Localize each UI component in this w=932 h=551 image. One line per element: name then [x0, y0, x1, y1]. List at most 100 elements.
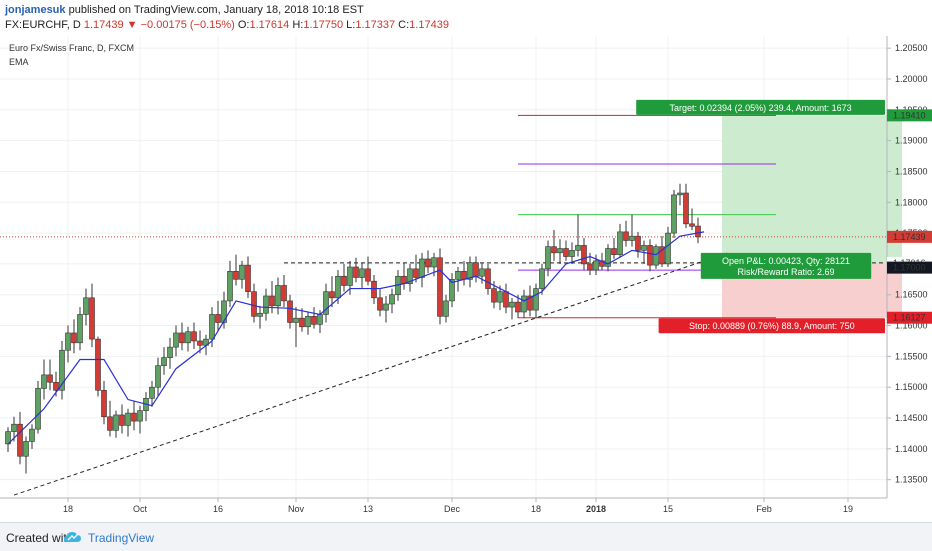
candle — [677, 183, 683, 206]
candle-body — [227, 271, 233, 302]
candle — [557, 239, 563, 264]
candles — [5, 183, 701, 474]
candle — [575, 214, 581, 257]
candle-body — [239, 264, 245, 280]
candle-body — [335, 275, 341, 299]
candle — [89, 283, 95, 348]
price-tick-label: 1.20000 — [895, 74, 928, 84]
price-tick-label: 1.19000 — [895, 136, 928, 146]
candle — [617, 223, 623, 258]
candle — [485, 263, 491, 295]
candle — [41, 359, 47, 400]
candle-body — [647, 245, 653, 266]
candle-body — [353, 266, 359, 278]
candle-body — [509, 301, 515, 308]
candle-body — [293, 317, 299, 323]
candle-body — [347, 266, 353, 286]
candle — [17, 411, 23, 465]
candle-body — [425, 258, 431, 268]
candle — [665, 226, 671, 267]
candle-body — [311, 316, 317, 325]
candle-body — [557, 248, 563, 254]
candle — [311, 307, 317, 329]
axis-target-price-text: 1.19410 — [893, 110, 926, 120]
candle — [509, 297, 515, 320]
candle-body — [233, 271, 239, 280]
candle — [107, 400, 113, 437]
legend-indicator: EMA — [9, 57, 29, 67]
candle-body — [641, 245, 647, 251]
price-change: −0.00175 (−0.15%) — [140, 19, 235, 31]
price-axis[interactable]: 1.205001.200001.195001.190001.185001.180… — [887, 43, 932, 485]
candle — [167, 337, 173, 369]
candle-body — [173, 332, 179, 348]
candle-body — [683, 192, 689, 225]
candle — [161, 347, 167, 375]
ema-path — [7, 231, 705, 445]
candle-body — [377, 297, 383, 311]
open-pl-label-text: Open P&L: 0.00423, Qty: 28121 — [722, 256, 850, 266]
axis-current-price: 1.17439 — [887, 230, 932, 243]
time-tick-label: 19 — [843, 504, 853, 514]
candle — [479, 262, 485, 284]
candle — [611, 238, 617, 259]
price-tick-label: 1.18500 — [895, 166, 928, 176]
candle-body — [473, 262, 479, 277]
candle-body — [329, 291, 335, 299]
axis-level-price: 1.17000 — [887, 261, 932, 274]
author-name[interactable]: jonjamesuk — [5, 4, 66, 16]
price-chart[interactable]: Target: 0.02394 (2.05%) 239.4, Amount: 1… — [0, 36, 932, 522]
candle-body — [485, 268, 491, 289]
candle-body — [665, 232, 671, 265]
stop-label: Stop: 0.00889 (0.76%) 88.9, Amount: 750 — [658, 318, 885, 334]
candle-body — [197, 340, 203, 346]
price-tick-label: 1.15000 — [895, 382, 928, 392]
candle — [221, 291, 227, 329]
candle — [569, 242, 575, 264]
legend-title: Euro Fx/Swiss Franc, D, FXCM — [9, 43, 134, 53]
axis-stop-price-bg — [887, 311, 932, 324]
candle — [605, 244, 611, 272]
candle-body — [101, 389, 107, 418]
axis-current-price-bg — [887, 230, 932, 243]
candle — [293, 307, 299, 348]
open-pl-label-text: Risk/Reward Ratio: 2.69 — [737, 267, 834, 277]
candle-body — [419, 258, 425, 278]
time-tick-label: 16 — [213, 504, 223, 514]
candle — [59, 340, 65, 400]
time-tick-label: 18 — [531, 504, 541, 514]
candle — [119, 404, 125, 434]
candle-body — [125, 412, 131, 426]
time-tick-label: Dec — [444, 504, 461, 514]
candle-body — [107, 416, 113, 431]
publish-line: jonjamesuk published on TradingView.com,… — [5, 4, 364, 16]
candle-body — [11, 423, 17, 432]
candle-body — [71, 332, 77, 344]
candle — [263, 288, 269, 321]
time-axis[interactable]: 18 Oct 16 Nov 13 Dec 18 2018 15 Feb 19 — [63, 498, 853, 514]
candle-body — [137, 410, 143, 422]
candle — [29, 424, 35, 449]
candle-body — [269, 295, 275, 307]
candle-body — [623, 231, 629, 241]
candle-body — [371, 280, 377, 299]
candle-body — [503, 291, 509, 308]
candle — [521, 289, 527, 319]
candle — [629, 214, 635, 247]
candle — [113, 410, 119, 438]
candle-body — [47, 374, 53, 383]
candle-body — [23, 441, 29, 457]
price-tick-label: 1.16500 — [895, 290, 928, 300]
candle-body — [89, 297, 95, 340]
axis-current-price-text: 1.17439 — [893, 232, 926, 242]
target-label-bg — [636, 99, 885, 115]
symbol: FX:EURCHF, D — [5, 19, 81, 31]
candle — [437, 248, 443, 325]
candle-body — [539, 268, 545, 289]
candle-body — [695, 225, 701, 238]
candle-body — [407, 268, 413, 284]
tradingview-brand[interactable]: TradingView — [88, 531, 155, 545]
candle — [683, 183, 689, 229]
time-tick-label: Nov — [288, 504, 305, 514]
price-tick-label: 1.20500 — [895, 43, 928, 53]
